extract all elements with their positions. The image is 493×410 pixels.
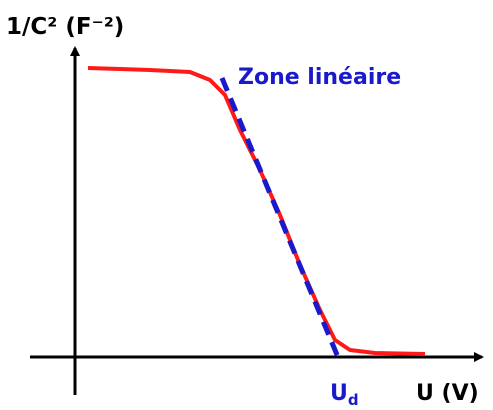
linear-fit [219,77,343,363]
curve [87,66,426,356]
intercept-sub: d [348,391,359,409]
x-axis-label: U (V) [416,381,479,406]
intercept-label: Ud [330,381,359,409]
intercept-main: U [330,381,348,406]
annotation: Zone linéaire [238,65,401,90]
y-axis-label: 1/C² (F⁻²) [6,14,124,40]
